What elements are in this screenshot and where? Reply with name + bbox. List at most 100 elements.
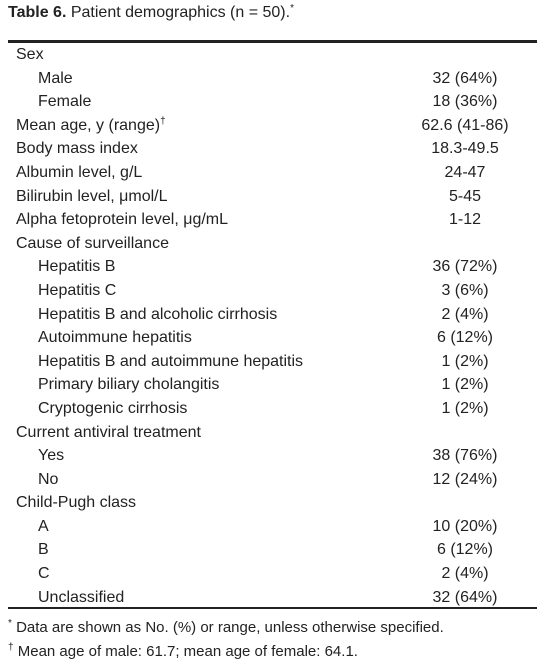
table-row: C 2 (4%) [8,562,537,586]
table-title: Table 6. Patient demographics (n = 50).* [8,4,294,22]
label-text: Male [38,69,73,87]
label-text: Yes [38,447,65,465]
table-row: Sex [8,43,537,67]
footnote-text: Mean age of male: 61.7; mean age of fema… [17,643,358,660]
label-text: Mean age, y (range) [16,116,161,134]
label-text: Hepatitis B and autoimmune hepatitis [38,352,304,370]
top-rule [8,40,537,43]
table-row: Albumin level, g/L 24-47 [8,161,537,185]
row-label: Unclassified [38,586,124,610]
row-value: 1-12 [448,211,482,229]
table-row: Hepatitis B and alcoholic cirrhosis 2 (4%… [8,303,537,327]
row-label: C [38,562,50,586]
row-label: Hepatitis B and alcoholic cirrhosis [38,303,277,327]
row-value: 2 (4%) [441,565,489,583]
label-text: A [38,517,49,535]
row-value: 6 (12%) [436,541,494,559]
row-value: 24-47 [444,163,486,181]
table-row: Hepatitis B and autoimmune hepatitis 1 (2… [8,350,537,374]
row-label: Female [38,90,91,114]
table-row: Primary biliary cholangitis 1 (2%) [8,373,537,397]
row-label: Male [38,67,73,91]
title-text: Patient demographics (n = 50). [70,4,291,21]
table-row: Unclassified 32 (64%) [8,586,537,610]
row-label: Child-Pugh class [16,491,136,515]
row-label: Hepatitis C [38,279,116,303]
label-text: Unclassified [38,588,125,606]
label-text: Body mass index [16,140,138,158]
table-row: B 6 (12%) [8,538,537,562]
row-label: Hepatitis B and autoimmune hepatitis [38,350,303,374]
label-text: No [38,470,59,488]
bottom-rule [8,607,537,609]
label-text: Primary biliary cholangitis [38,376,220,394]
table-row: Body mass index 18.3-49.5 [8,137,537,161]
row-value: 3 (6%) [441,281,489,299]
table-row: Yes 38 (76%) [8,444,537,468]
label-text: Cryptogenic cirrhosis [38,399,188,417]
row-label: Yes [38,444,64,468]
row-label: Hepatitis B [38,255,115,279]
table-row: A 10 (20%) [8,515,537,539]
row-label: Body mass index [16,137,138,161]
row-value: 38 (76%) [432,447,498,465]
table-row: Male 32 (64%) [8,67,537,91]
row-value: 1 (2%) [441,352,489,370]
row-label: Cause of surveillance [16,232,169,256]
row-value: 10 (20%) [432,517,498,535]
table-row: Autoimmune hepatitis 6 (12%) [8,326,537,350]
label-text: Autoimmune hepatitis [38,329,192,347]
row-value: 18.3-49.5 [431,140,499,158]
table-row: Female 18 (36%) [8,90,537,114]
table-row: Child-Pugh class [8,491,537,515]
label-text: Female [38,93,92,111]
table-row: Alpha fetoprotein level, μg/mL 1-12 [8,208,537,232]
label-text: Alpha fetoprotein level, μg/mL [16,211,229,229]
footnote-mark: * [8,618,12,629]
row-value: 6 (12%) [436,329,494,347]
label-text: Hepatitis B [38,258,116,276]
row-label: Current antiviral treatment [16,421,201,445]
row-label: Primary biliary cholangitis [38,373,219,397]
label-text: Current antiviral treatment [16,423,201,441]
row-value: 12 (24%) [432,470,498,488]
row-label: No [38,468,58,492]
row-label: Bilirubin level, μmol/L [16,185,168,209]
table-row: Hepatitis B 36 (72%) [8,255,537,279]
label-text: Albumin level, g/L [16,163,143,181]
row-value: 62.6 (41-86) [421,116,509,134]
row-value: 18 (36%) [432,93,498,111]
table-row: Cause of surveillance [8,232,537,256]
footnote-text: Data are shown as No. (%) or range, unle… [16,619,444,636]
label-text: Child-Pugh class [16,494,137,512]
footnotes: * Data are shown as No. (%) or range, un… [8,616,444,664]
table-body: Sex Male 32 (64%) Female 18 (36%) Mean age, y… [8,43,537,609]
row-label: Cryptogenic cirrhosis [38,397,187,421]
row-label: Mean age, y (range)† [16,114,166,138]
row-value: 5-45 [448,187,482,205]
row-value: 1 (2%) [441,399,489,417]
label-text: Sex [16,46,44,63]
row-label: Albumin level, g/L [16,161,142,185]
table-row: Bilirubin level, μmol/L 5-45 [8,185,537,209]
footnote-mark: † [8,642,14,653]
table-row: Mean age, y (range)† 62.6 (41-86) [8,114,537,138]
label-text: B [38,541,49,559]
row-value: 32 (64%) [432,588,498,606]
row-value: 2 (4%) [441,305,489,323]
label-text: Cause of surveillance [16,234,169,252]
row-value: 32 (64%) [432,69,498,87]
table-row: Hepatitis C 3 (6%) [8,279,537,303]
table-label: Table 6. [8,4,67,21]
row-label: A [38,515,49,539]
table-row: Current antiviral treatment [8,421,537,445]
row-value: 36 (72%) [432,258,498,276]
label-text: C [38,565,50,583]
row-label: B [38,538,49,562]
label-text: Hepatitis B and alcoholic cirrhosis [38,305,278,323]
label-text: Hepatitis C [38,281,117,299]
footnote: * Data are shown as No. (%) or range, un… [8,616,444,640]
row-value: 1 (2%) [441,376,489,394]
table-row: No 12 (24%) [8,468,537,492]
